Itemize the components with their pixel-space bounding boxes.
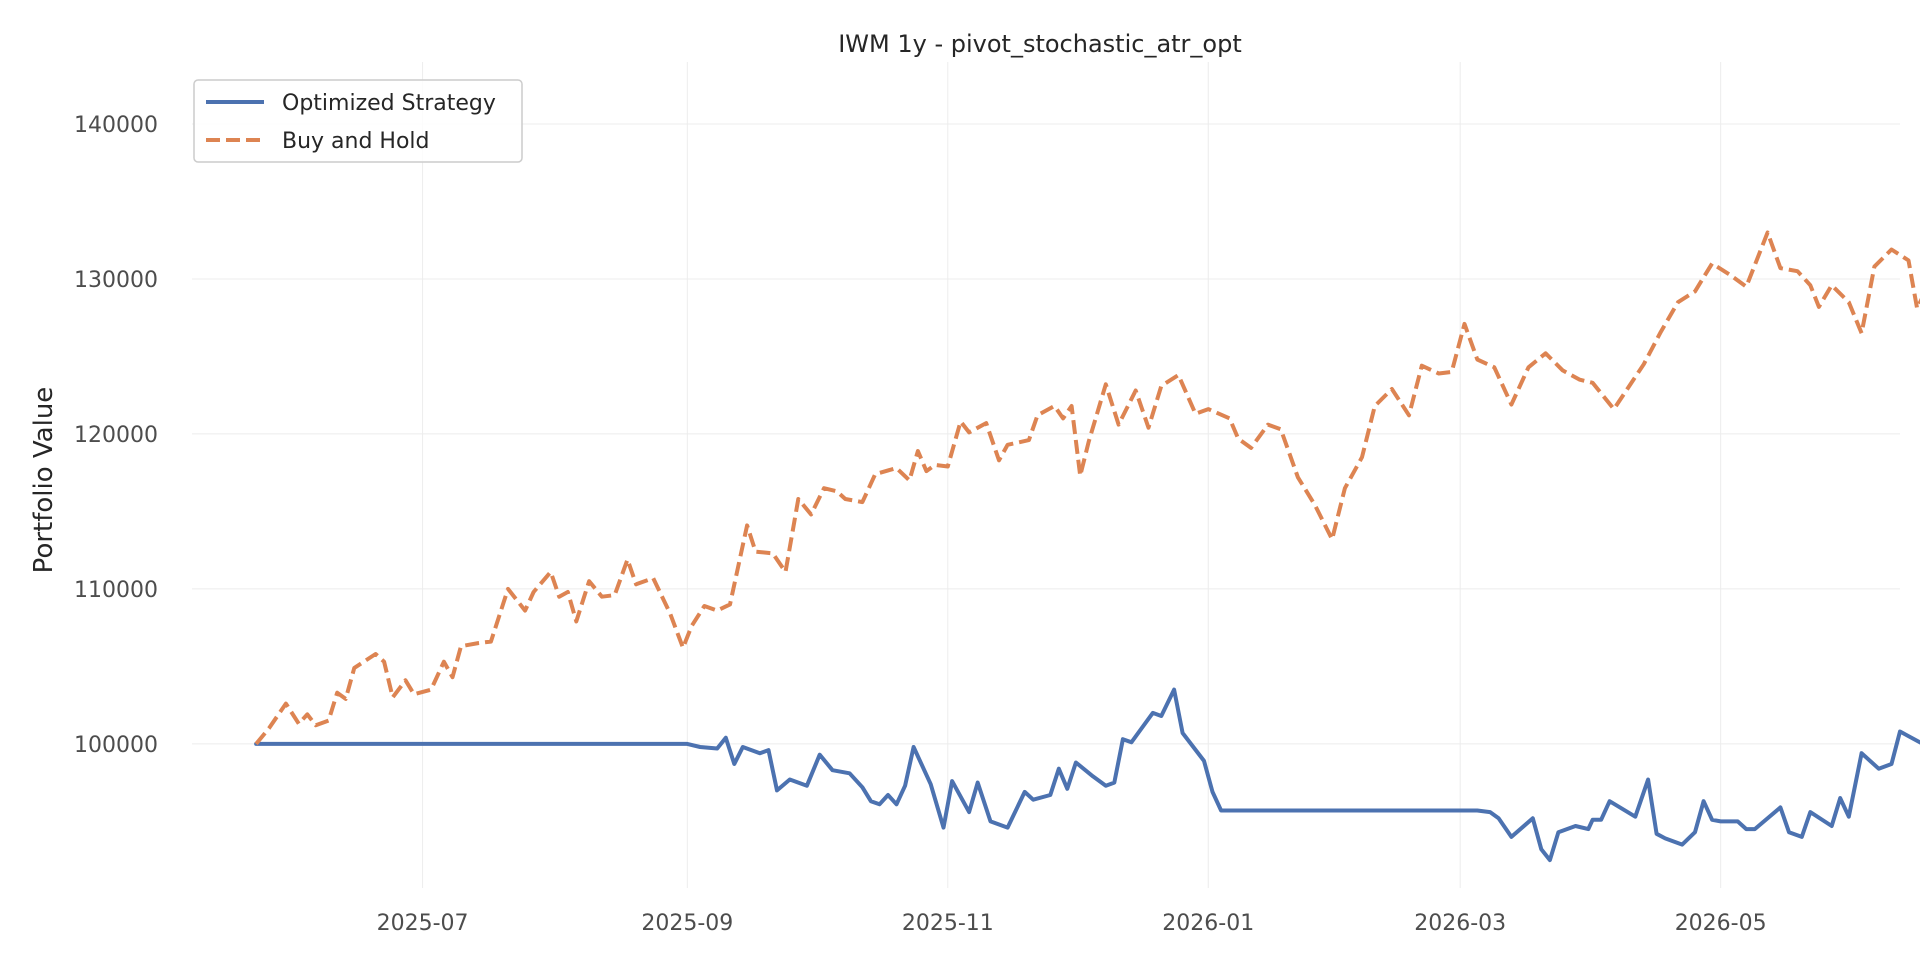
y-tick-label: 120000 [74,423,158,448]
y-tick-label: 140000 [74,113,158,138]
y-tick-label: 100000 [74,733,158,758]
legend-label-optimized-strategy: Optimized Strategy [282,91,496,116]
legend: Optimized Strategy Buy and Hold [193,79,523,163]
y-tick-label: 130000 [74,268,158,293]
x-tick-label: 2026-05 [1675,911,1767,936]
x-tick-label: 2025-11 [902,911,994,936]
legend-box [193,79,523,163]
grid-lines [192,62,1900,888]
x-tick-label: 2026-03 [1414,911,1506,936]
y-axis-label: Portfolio Value [29,387,59,574]
chart-title: IWM 1y - pivot_stochastic_atr_opt [838,30,1242,58]
x-tick-label: 2025-07 [377,911,469,936]
x-tick-label: 2025-09 [641,911,733,936]
axis-ticks: 100000 110000 120000 130000 140000 2025-07 202… [74,113,1767,936]
y-tick-label: 110000 [74,578,158,603]
x-tick-label: 2026-01 [1162,911,1254,936]
series-line-optimized-strategy [254,687,1920,863]
series-lines [254,230,1920,863]
series-line-buy-and-hold [254,230,1920,746]
legend-label-buy-and-hold: Buy and Hold [282,129,430,154]
